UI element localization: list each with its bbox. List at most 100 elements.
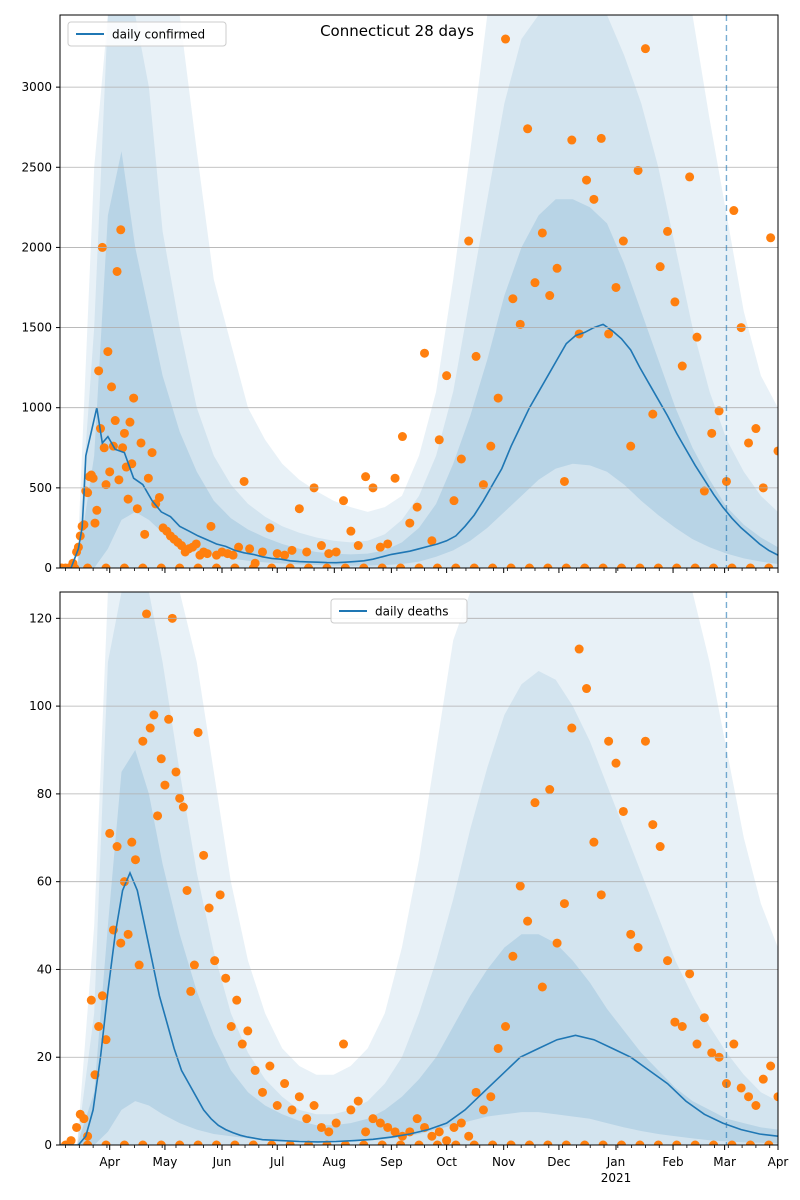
confirmed-zero-point-22 (469, 563, 479, 568)
deaths-ytick-label-2: 40 (37, 962, 52, 976)
deaths-point-53 (309, 1101, 319, 1110)
deaths-point-70 (434, 1127, 444, 1137)
confirmed-point-130 (729, 206, 739, 216)
deaths-point-97 (633, 943, 643, 952)
confirmed-point-24 (107, 382, 117, 392)
confirmed-point-11 (83, 488, 93, 498)
deaths-point-30 (175, 793, 185, 803)
confirmed-point-101 (515, 319, 525, 329)
deaths-zero-point-18 (396, 1140, 406, 1145)
deaths-point-31 (178, 802, 188, 812)
deaths-zero-point-1 (83, 1140, 93, 1145)
confirmed-point-87 (412, 502, 422, 512)
deaths-point-83 (530, 798, 540, 808)
confirmed-point-75 (324, 549, 334, 559)
deaths-point-64 (390, 1127, 400, 1137)
deaths-point-74 (464, 1131, 474, 1141)
confirmed-point-79 (353, 541, 363, 551)
confirmed-zero-point-32 (653, 563, 663, 568)
deaths-point-14 (116, 938, 126, 948)
deaths-point-89 (574, 644, 584, 654)
deaths-point-55 (324, 1127, 334, 1137)
deaths-point-16 (123, 929, 133, 939)
deaths-point-21 (142, 609, 152, 619)
deaths-point-100 (655, 842, 665, 852)
deaths-zero-point-31 (635, 1140, 645, 1145)
confirmed-point-83 (383, 539, 393, 549)
confirmed-zero-point-20 (432, 563, 442, 568)
confirmed-point-38 (136, 438, 146, 448)
xtick-label-jan-9: Jan (606, 1155, 626, 1169)
deaths-point-94 (611, 758, 621, 768)
deaths-point-58 (346, 1105, 356, 1115)
confirmed-ytick-label-0: 0 (44, 561, 52, 575)
deaths-point-61 (368, 1114, 378, 1124)
confirmed-point-16 (92, 505, 102, 515)
confirmed-zero-point-29 (598, 563, 608, 568)
confirmed-zero-point-19 (414, 563, 424, 568)
confirmed-point-9 (79, 520, 89, 530)
confirmed-point-80 (361, 472, 371, 482)
deaths-point-67 (412, 1114, 422, 1124)
deaths-panel: 0 20 40 60 80 100 120 Apr May Jun Jul Aug Sep Oct Nov D… (29, 591, 789, 1185)
deaths-point-40 (221, 973, 231, 983)
deaths-point-11 (105, 828, 115, 838)
confirmed-legend-box (67, 21, 227, 47)
deaths-point-6 (86, 995, 96, 1005)
deaths-ytick-label-6: 120 (29, 611, 52, 625)
confirmed-line (60, 323, 778, 568)
deaths-band-1 (60, 592, 778, 1145)
confirmed-zero-point-36 (727, 563, 737, 568)
deaths-point-36 (199, 850, 209, 860)
confirmed-ytick-label-4: 2000 (21, 240, 52, 254)
confirmed-point-118 (640, 44, 650, 54)
confirmed-point-93 (456, 454, 466, 464)
confirmed-point-40 (143, 473, 153, 483)
deaths-point-91 (589, 837, 599, 847)
deaths-point-1 (66, 1136, 76, 1145)
confirmed-point-41 (147, 448, 157, 458)
confirmed-point-76 (331, 547, 341, 557)
deaths-point-48 (272, 1101, 282, 1110)
deaths-point-110 (729, 1039, 739, 1049)
confirmed-zero-point-33 (672, 563, 682, 568)
confirmed-point-34 (125, 417, 135, 427)
confirmed-point-90 (434, 435, 444, 445)
deaths-point-115 (766, 1061, 776, 1071)
deaths-ytick-label-5: 100 (29, 699, 52, 713)
confirmed-plot-area (60, 15, 778, 568)
deaths-zero-point-16 (359, 1140, 369, 1145)
confirmed-zero-point-4 (138, 563, 148, 568)
deaths-point-49 (280, 1079, 290, 1089)
deaths-zero-point-26 (543, 1140, 553, 1145)
deaths-point-5 (83, 1131, 93, 1141)
deaths-ytick-label-1: 20 (37, 1050, 52, 1064)
confirmed-point-117 (633, 165, 643, 175)
deaths-point-33 (186, 986, 196, 996)
deaths-point-4 (79, 1114, 89, 1124)
deaths-zero-point-33 (672, 1140, 682, 1145)
confirmed-zero-point-18 (396, 563, 406, 568)
xtick-label-apr-12: Apr (768, 1155, 789, 1169)
confirmed-point-62 (234, 542, 244, 552)
deaths-point-34 (189, 960, 199, 970)
confirmed-zero-point-34 (690, 563, 700, 568)
confirmed-point-115 (618, 236, 628, 246)
confirmed-point-43 (154, 492, 164, 502)
deaths-zero-point-2 (101, 1140, 111, 1145)
confirmed-point-105 (545, 291, 555, 301)
deaths-zero-point-35 (709, 1140, 719, 1145)
deaths-point-103 (677, 1022, 687, 1031)
confirmed-point-100 (508, 294, 518, 304)
confirmed-point-89 (427, 536, 437, 546)
deaths-point-112 (744, 1092, 754, 1102)
deaths-point-25 (156, 754, 166, 764)
deaths-zero-point-5 (156, 1140, 166, 1145)
deaths-point-59 (353, 1096, 363, 1106)
confirmed-point-116 (626, 441, 636, 451)
confirmed-point-29 (116, 225, 126, 235)
deaths-zero-point-8 (211, 1140, 221, 1145)
confirmed-point-28 (114, 475, 124, 485)
confirmed-zero-point-25 (524, 563, 534, 568)
deaths-ytick-label-3: 60 (37, 875, 52, 889)
